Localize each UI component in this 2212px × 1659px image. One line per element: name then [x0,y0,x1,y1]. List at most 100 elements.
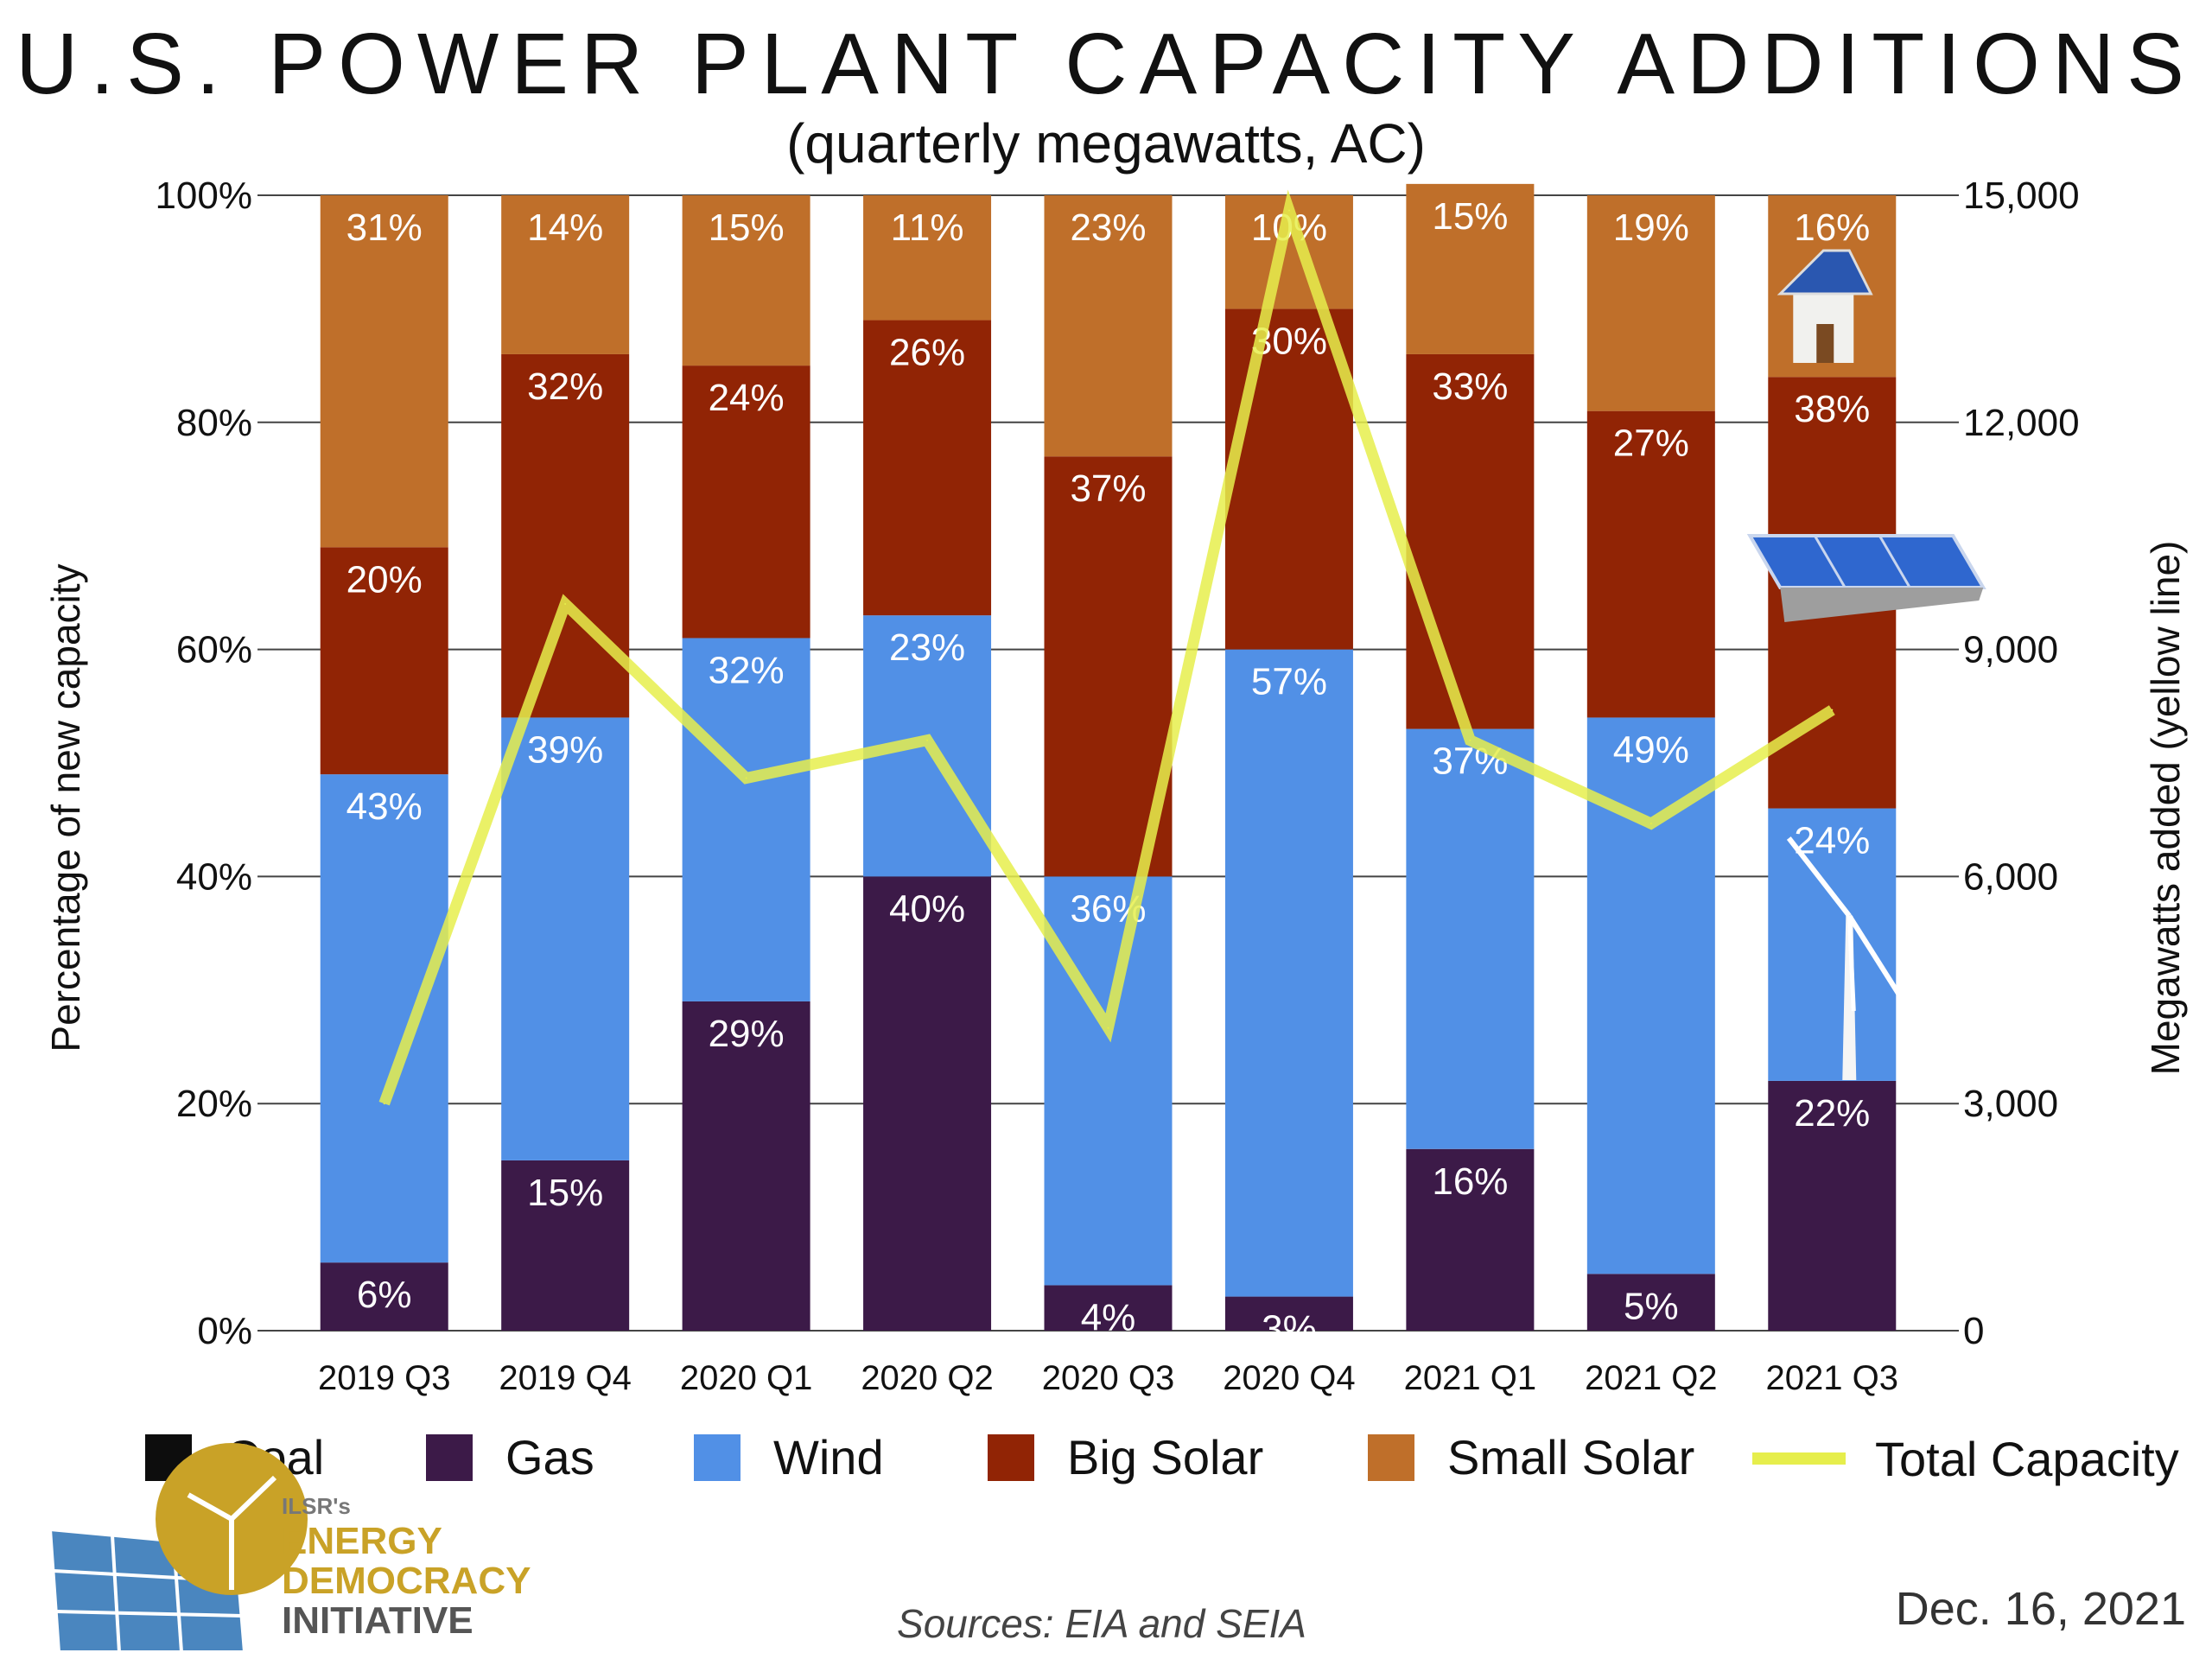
data-label: 24% [709,377,785,419]
right-axis-title: Megawatts added (yellow line) [2143,541,2188,1076]
left-tick-label: 20% [176,1083,252,1125]
data-label: 37% [1070,467,1146,510]
bar-wind [320,774,448,1263]
data-label: 11% [891,207,964,249]
bar-big-solar [863,320,992,616]
bar-wind [682,638,810,1001]
data-label: 57% [1251,661,1327,703]
legend-item: Big Solar [988,1430,1263,1484]
line-point [1831,709,1834,711]
bar-big-solar [501,353,630,718]
legend-label: Gas [505,1430,594,1484]
bar-gas [1044,1285,1173,1331]
legend-label: Small Solar [1447,1430,1694,1484]
right-tick-label: 0 [1963,1310,1984,1352]
legend-swatch [694,1434,741,1481]
data-label: 38% [1794,388,1870,430]
bar-gas [1406,1148,1535,1331]
legend-label: Big Solar [1067,1430,1263,1484]
line-point [1469,739,1471,741]
icons [1746,249,1986,1080]
legend-label: Total Capacity [1875,1432,2179,1486]
x-tick-label: 2020 Q1 [680,1359,812,1397]
data-label: 15% [527,1172,603,1214]
bar-big-solar [1044,456,1173,877]
data-label: 16% [1794,207,1870,249]
logo-line1: ENERGY [282,1520,442,1562]
bar-big-solar [682,365,810,639]
bar-big-solar [1224,308,1353,650]
data-label: 23% [889,626,965,669]
data-label: 33% [1432,365,1508,408]
data-label: 5% [1624,1285,1679,1327]
bar-small-solar [501,195,630,354]
bar-wind [1406,728,1535,1149]
data-label: 29% [709,1013,785,1055]
data-label: 43% [346,785,423,828]
bar-wind [501,717,630,1160]
data-label: 19% [1613,207,1689,249]
legend-swatch [988,1434,1034,1481]
right-tick-label: 15,000 [1963,175,2080,217]
x-tick-label: 2021 Q2 [1585,1359,1717,1397]
bar-small-solar [1586,195,1715,411]
x-tick-label: 2021 Q1 [1404,1359,1536,1397]
line-point [383,1103,385,1105]
bar-big-solar [1406,353,1535,729]
data-label: 3% [1262,1308,1317,1351]
bar-gas [1586,1274,1715,1331]
chart-subtitle: (quarterly megawatts, AC) [786,112,1426,175]
source-note: Sources: EIA and SEIA [897,1601,1306,1646]
legend-item: Small Solar [1368,1430,1694,1484]
legend-swatch [1368,1434,1414,1481]
line-point [564,603,567,606]
data-label: 15% [1432,195,1508,238]
left-tick-label: 60% [176,629,252,671]
total-capacity-line [378,189,1835,1106]
legend-item: Wind [694,1430,884,1484]
bar-small-solar [863,195,992,321]
x-tick-label: 2020 Q2 [861,1359,993,1397]
house-solar-icon [1777,249,1873,363]
data-label: 16% [1432,1160,1508,1203]
data-label: 15% [709,207,785,249]
bar-gas [682,1001,810,1331]
data-label: 40% [889,887,965,930]
data-label: 20% [346,558,423,601]
bar-wind [1224,649,1353,1297]
legend-swatch [426,1434,473,1481]
bar-small-solar [320,195,448,548]
bar-wind [1768,808,1897,1081]
data-label: 4% [1081,1296,1136,1338]
x-tick-label: 2019 Q4 [499,1359,631,1397]
right-axis-ticks: 0 3,000 6,000 9,000 12,000 15,000 [1963,175,2080,1352]
bar-gas [320,1262,448,1331]
chart-title: U.S. POWER PLANT CAPACITY ADDITIONS [16,16,2196,112]
left-axis-ticks: 0% 20% 40% 60% 80% 100% [155,175,252,1352]
right-tick-label: 9,000 [1963,629,2058,671]
line-point [745,777,747,779]
left-tick-label: 0% [197,1310,252,1352]
bar-gas [1768,1080,1897,1331]
bar-wind [1044,876,1173,1286]
line-point [1107,1027,1109,1029]
data-label: 39% [527,728,603,771]
solar-panel-icon [1746,534,1986,622]
right-tick-label: 12,000 [1963,402,2080,444]
legend-label: Wind [773,1430,884,1484]
x-tick-label: 2020 Q3 [1042,1359,1174,1397]
bar-wind [1586,717,1715,1274]
left-tick-label: 40% [176,855,252,898]
logo-turbine-icon [187,1475,277,1590]
x-axis-ticks: 2019 Q3 2019 Q4 2020 Q1 2020 Q2 2020 Q3 2020 … [318,1359,1898,1397]
data-label: 49% [1613,728,1689,771]
data-label: 23% [1070,207,1146,249]
logo-org: ILSR's [282,1493,351,1519]
wind-turbine-icon [1786,836,1904,1080]
bars [320,183,1897,1331]
data-label: 6% [357,1274,412,1316]
data-label: 14% [527,207,603,249]
left-axis-title: Percentage of new capacity [43,563,88,1052]
left-tick-label: 100% [155,175,252,217]
